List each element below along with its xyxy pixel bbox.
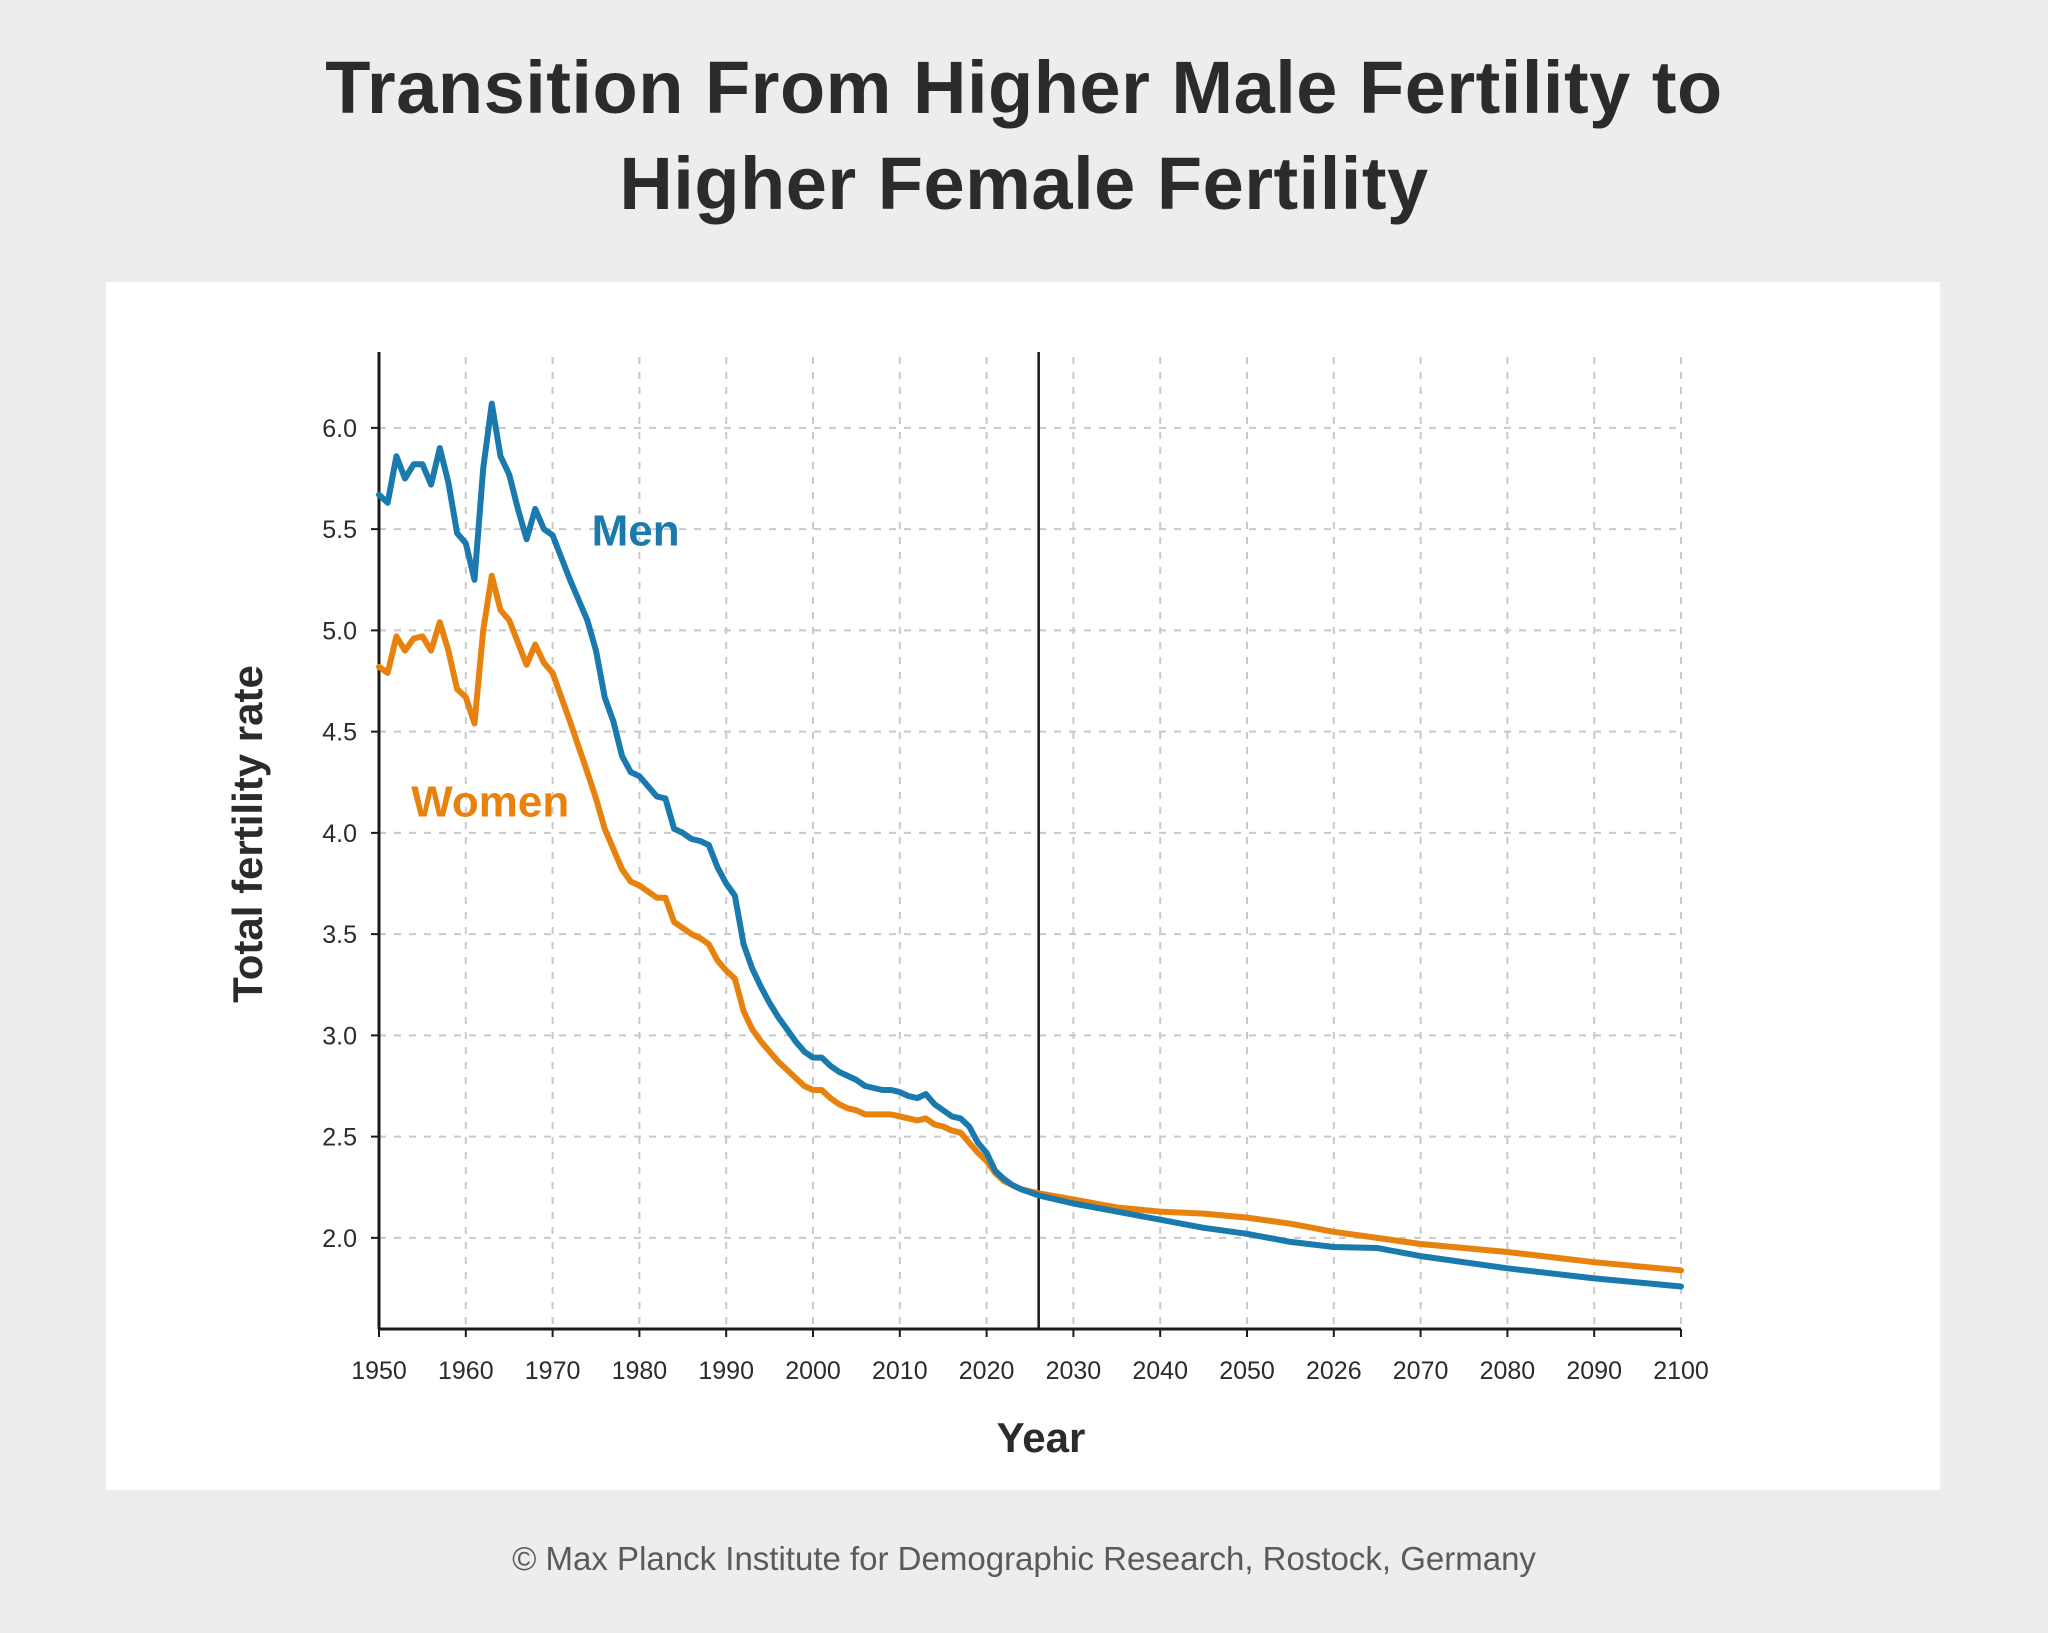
x-axis-title: Year bbox=[997, 1414, 1086, 1461]
y-tick-label-3.5: 3.5 bbox=[322, 921, 357, 949]
x-tick-label-1990: 1990 bbox=[698, 1357, 754, 1385]
y-tick-label-5.5: 5.5 bbox=[322, 516, 357, 544]
x-tick-label-2010: 2010 bbox=[872, 1357, 928, 1385]
x-tick-label-2080: 2080 bbox=[1480, 1357, 1536, 1385]
y-tick-label-5: 5.0 bbox=[322, 617, 357, 645]
copyright-notice: © Max Planck Institute for Demographic R… bbox=[512, 1540, 1536, 1577]
x-tick-label-2050: 2050 bbox=[1219, 1357, 1275, 1385]
series-label-women: Women bbox=[411, 778, 569, 827]
x-tick-label-1950: 1950 bbox=[351, 1357, 407, 1385]
x-tick-label-2020: 2020 bbox=[959, 1357, 1015, 1385]
y-tick-label-6: 6.0 bbox=[322, 415, 357, 443]
x-tick-label-2100: 2100 bbox=[1653, 1357, 1709, 1385]
axes bbox=[371, 352, 1682, 1337]
x-tick-label-2000: 2000 bbox=[785, 1357, 841, 1385]
series-line-men bbox=[376, 400, 1684, 1290]
chart-title-line-2: Higher Female Fertility bbox=[619, 142, 1429, 225]
series-labels: Men Women bbox=[411, 506, 680, 826]
x-tick-label-2070: 2070 bbox=[1393, 1357, 1449, 1385]
x-tick-label-1960: 1960 bbox=[438, 1357, 494, 1385]
y-axis-title: Total fertility rate bbox=[224, 665, 271, 1003]
y-tick-label-4.5: 4.5 bbox=[322, 719, 357, 747]
x-tick-label-2030: 2030 bbox=[1046, 1357, 1102, 1385]
series-label-men: Men bbox=[592, 506, 680, 555]
y-tick-label-4: 4.0 bbox=[322, 820, 357, 848]
grid-lines bbox=[379, 357, 1682, 1329]
y-tick-label-3: 3.0 bbox=[322, 1022, 357, 1050]
x-tick-label-1970: 1970 bbox=[525, 1357, 581, 1385]
chart-title-line-1: Transition From Higher Male Fertility to bbox=[325, 46, 1723, 129]
x-tick-label-2090: 2090 bbox=[1566, 1357, 1622, 1385]
x-tick-label-1980: 1980 bbox=[612, 1357, 668, 1385]
x-tick-label-2040: 2040 bbox=[1132, 1357, 1188, 1385]
series-lines bbox=[376, 400, 1684, 1290]
chart-title: Transition From Higher Male Fertility to… bbox=[0, 40, 2048, 232]
chart-panel: 1950 1960 1970 1980 1990 2000 2010 2020 2030 2040… bbox=[106, 282, 1940, 1490]
fertility-line-chart: 1950 1960 1970 1980 1990 2000 2010 2020 2030 2040… bbox=[224, 352, 1709, 1461]
y-tick-label-2: 2.0 bbox=[322, 1225, 357, 1253]
tick-labels: 1950 1960 1970 1980 1990 2000 2010 2020 2030 2040… bbox=[322, 415, 1709, 1385]
y-tick-label-2.5: 2.5 bbox=[322, 1124, 357, 1152]
x-tick-label-2060: 2026 bbox=[1306, 1357, 1362, 1385]
series-line-women bbox=[376, 572, 1684, 1274]
